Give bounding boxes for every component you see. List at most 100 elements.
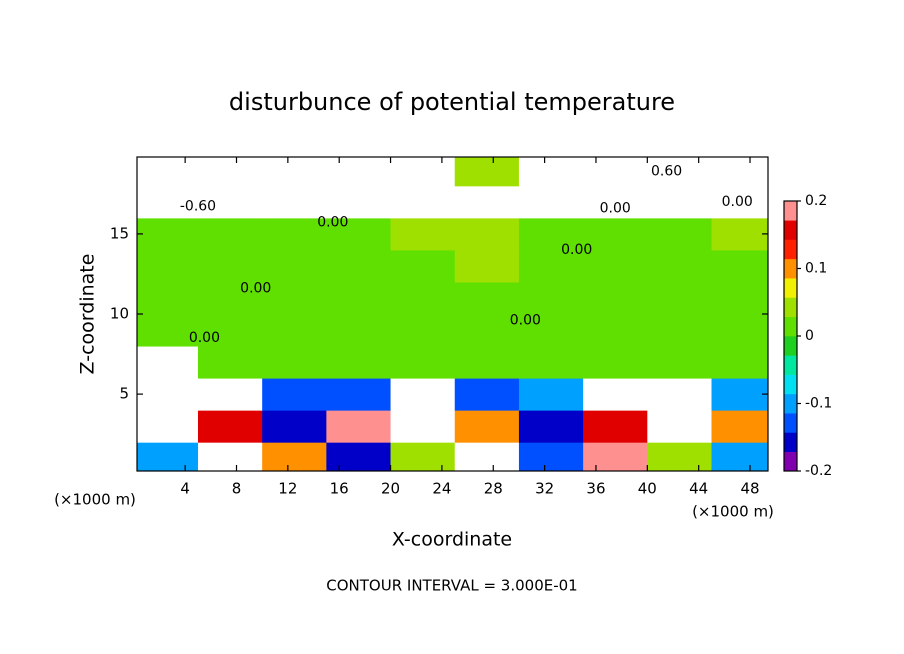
field-cell <box>262 346 327 379</box>
field-cell <box>262 314 327 347</box>
field-cell <box>711 378 769 411</box>
x-tick-label: 12 <box>278 480 297 498</box>
field-cell <box>518 157 584 187</box>
field-cell <box>262 157 327 187</box>
field-cell <box>583 410 648 443</box>
colorbar-tick-label: 0.1 <box>805 261 827 277</box>
field-cell <box>647 346 713 379</box>
field-cell <box>518 314 584 347</box>
field-cell <box>137 314 199 347</box>
field-cell <box>583 346 648 379</box>
field-cell <box>262 185 327 219</box>
field-cell <box>454 185 520 219</box>
field-cell <box>262 217 327 251</box>
field-cell <box>262 378 327 411</box>
field-cell <box>326 314 392 347</box>
colorbar-swatch <box>784 239 797 260</box>
contour-label: 0.00 <box>240 280 271 296</box>
field-cell <box>137 157 199 187</box>
x-tick-label: 8 <box>232 480 242 498</box>
contour-label: 0.00 <box>561 242 592 258</box>
field-cell <box>583 281 648 315</box>
x-tick-label: 28 <box>484 480 503 498</box>
field-cell <box>647 281 713 315</box>
field-cell <box>326 217 392 251</box>
field-cell <box>583 314 648 347</box>
field-cell <box>326 249 392 283</box>
field-cell <box>583 157 648 187</box>
colorbar-swatch <box>784 297 797 318</box>
field-cell <box>518 442 584 472</box>
colorbar-tick-label: 0 <box>805 328 814 344</box>
field-cell <box>197 185 263 219</box>
field-cell <box>197 249 263 283</box>
colorbar-tick-label: -0.2 <box>805 463 832 479</box>
field-cell <box>454 314 520 347</box>
field-cell <box>390 249 456 283</box>
field-cell <box>197 378 263 411</box>
x-tick-label: 16 <box>330 480 349 498</box>
field-cell <box>518 217 584 251</box>
field-cell <box>197 346 263 379</box>
x-tick-label: 20 <box>381 480 400 498</box>
field-cell <box>711 281 769 315</box>
field-cell <box>137 185 199 219</box>
contour-label: 0.00 <box>317 215 348 231</box>
field-cell <box>262 281 327 315</box>
field-cell <box>326 378 392 411</box>
y-axis-label: Z-coordinate <box>77 254 99 375</box>
field-cell <box>390 314 456 347</box>
field-cell <box>454 281 520 315</box>
field-cell <box>454 249 520 283</box>
field-cell <box>711 185 769 219</box>
field-cell <box>197 410 263 443</box>
field-cell <box>647 442 713 472</box>
field-cell <box>262 249 327 283</box>
field-cell <box>647 185 713 219</box>
colorbar-swatch <box>784 451 797 472</box>
field-cell <box>137 442 199 472</box>
field-cell <box>262 442 327 472</box>
field-cell <box>326 410 392 443</box>
field-cell <box>647 249 713 283</box>
field-cell <box>518 410 584 443</box>
contour-label: -0.60 <box>180 199 216 215</box>
field-cell <box>711 346 769 379</box>
field-cell <box>390 281 456 315</box>
field-cell <box>454 157 520 187</box>
field-cell <box>197 314 263 347</box>
colorbar-swatch <box>784 316 797 337</box>
field-cell <box>583 442 648 472</box>
x-tick-label: 48 <box>740 480 759 498</box>
colorbar-swatch <box>784 336 797 356</box>
field-cell <box>326 157 392 187</box>
y-tick-label: 5 <box>119 385 129 403</box>
footnote: CONTOUR INTERVAL = 3.000E-01 <box>326 577 577 595</box>
x-axis-label: X-coordinate <box>392 529 512 551</box>
field-cell <box>326 346 392 379</box>
field-cell <box>197 281 263 315</box>
x-tick-label: 40 <box>638 480 657 498</box>
colorbar-swatch <box>784 374 797 395</box>
field-cell <box>518 249 584 283</box>
colorbar-tick-label: -0.1 <box>805 396 832 412</box>
field-cell <box>137 281 199 315</box>
field-cell <box>454 378 520 411</box>
x-tick-label: 32 <box>535 480 554 498</box>
field-cell <box>137 378 199 411</box>
field-cell <box>518 185 584 219</box>
field-cell <box>454 410 520 443</box>
x-tick-label: 4 <box>180 480 190 498</box>
contour-label: 0.00 <box>600 200 631 216</box>
field-cell <box>711 157 769 187</box>
colorbar-tick-label: 0.2 <box>805 193 827 209</box>
colorbar-swatch <box>784 278 797 298</box>
field-cell <box>711 314 769 347</box>
colorbar-swatch <box>784 393 797 414</box>
field-cell <box>518 346 584 379</box>
field-cell <box>390 217 456 251</box>
field-cell <box>326 281 392 315</box>
contour-label: 0.60 <box>651 163 682 179</box>
colorbar-swatch <box>784 201 797 221</box>
